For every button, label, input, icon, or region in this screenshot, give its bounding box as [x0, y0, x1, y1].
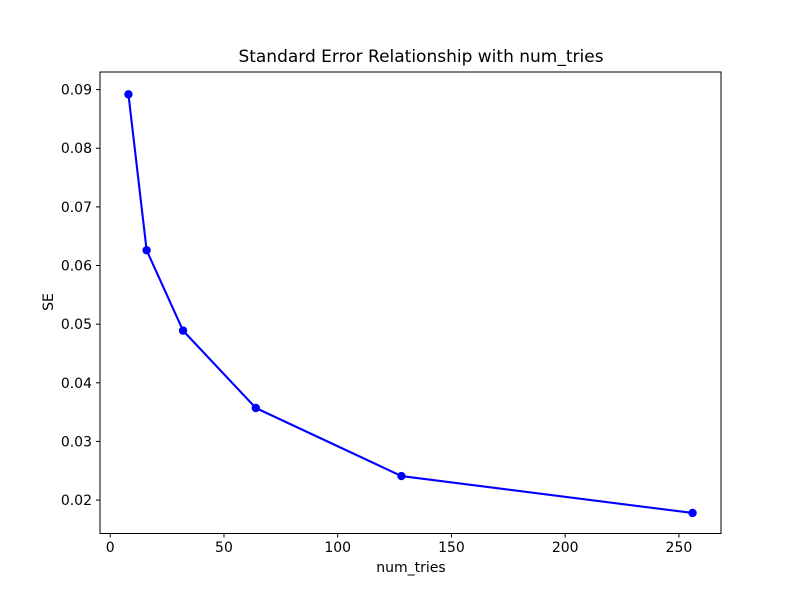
y-tick-label: 0.05: [61, 317, 92, 333]
data-point: [251, 403, 261, 413]
x-axis-ticks: 0 50 100 150 200 250: [106, 533, 693, 556]
y-tick-label: 0.04: [61, 376, 92, 392]
data-point: [124, 90, 133, 99]
y-tick-label: 0.09: [61, 83, 92, 99]
y-axis-ticks: 0.02 0.03 0.04 0.05 0.06 0.07 0.08 0.09: [61, 83, 100, 509]
y-tick-label: 0.02: [61, 493, 92, 509]
y-axis-label: SE: [41, 293, 57, 311]
series-line: [127, 93, 694, 515]
x-axis-label: num_tries: [376, 560, 445, 576]
x-tick-label: 0: [106, 540, 115, 556]
data-point: [688, 508, 697, 518]
plot-border: [99, 71, 722, 534]
y-tick-label: 0.08: [61, 141, 92, 157]
y-tick-label: 0.03: [61, 434, 92, 450]
axes-spines: [99, 71, 722, 534]
data-point: [178, 326, 188, 335]
y-tick-label: 0.07: [61, 200, 92, 216]
x-tick-label: 200: [552, 540, 579, 556]
data-point: [142, 246, 151, 255]
chart-title: Standard Error Relationship with num_tri…: [238, 47, 603, 67]
data-series: [124, 90, 697, 518]
x-tick-label: 50: [215, 540, 233, 556]
y-tick-label: 0.06: [61, 259, 92, 275]
x-tick-label: 100: [324, 540, 351, 556]
x-tick-label: 250: [666, 540, 693, 556]
data-point: [397, 471, 406, 481]
x-tick-label: 150: [438, 540, 465, 556]
